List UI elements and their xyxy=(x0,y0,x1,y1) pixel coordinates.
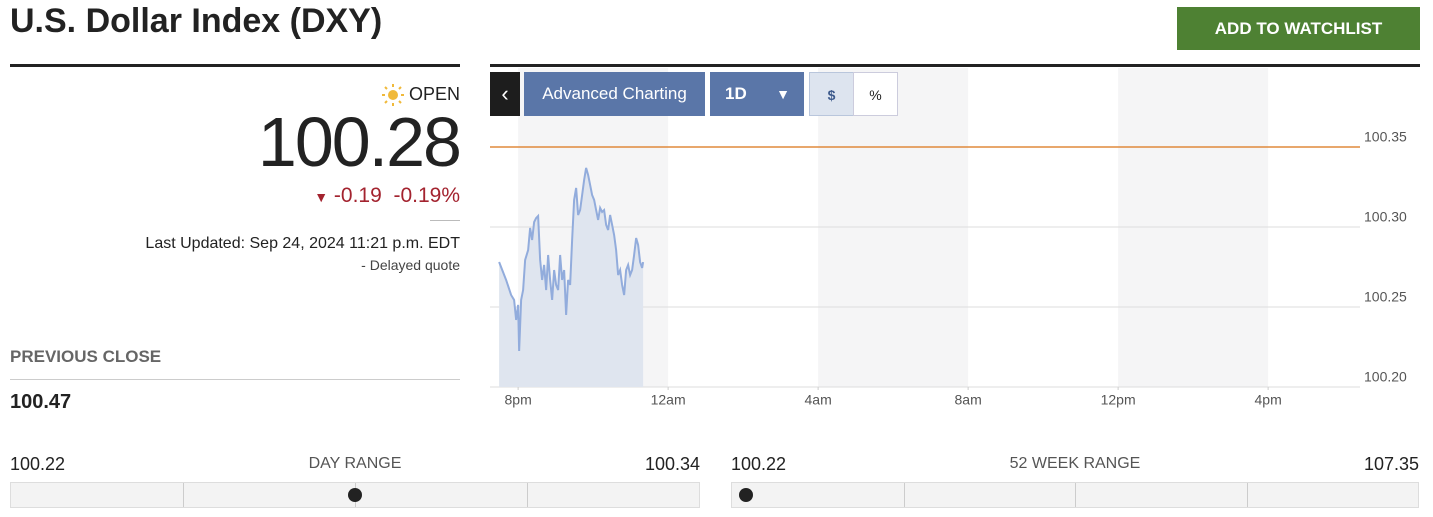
range-divider xyxy=(183,483,184,507)
range-marker xyxy=(348,488,362,502)
x-tick-label: 12pm xyxy=(1101,392,1136,408)
range-high: 107.35 xyxy=(1363,454,1419,474)
y-tick-label: 100.30 xyxy=(1364,209,1407,225)
range-bar xyxy=(731,482,1419,508)
watchlist-button[interactable]: ADD TO WATCHLIST xyxy=(1177,7,1420,50)
range-divider xyxy=(527,483,528,507)
market-status: OPEN xyxy=(408,84,460,104)
sun-icon xyxy=(382,84,404,106)
interval-dropdown[interactable]: 1D ▼ xyxy=(710,72,804,116)
change-percent: -0.19% xyxy=(393,184,460,207)
range-bar xyxy=(10,482,700,508)
line xyxy=(498,167,645,352)
price: 100.28 xyxy=(257,103,462,181)
range-marker xyxy=(739,488,753,502)
collapse-button[interactable]: ‹ xyxy=(490,72,520,116)
y-tick-label: 100.20 xyxy=(1364,369,1407,385)
range-low: 100.22 xyxy=(731,454,787,474)
divider xyxy=(10,379,460,380)
x-tick-label: 8pm xyxy=(505,392,532,408)
percent-toggle[interactable]: % xyxy=(853,72,898,116)
page-title: U.S. Dollar Index (DXY) xyxy=(10,2,383,40)
range-divider xyxy=(903,483,905,507)
divider xyxy=(490,64,1420,67)
range-high: 100.34 xyxy=(644,454,700,474)
divider xyxy=(430,220,460,221)
range-divider xyxy=(1246,483,1248,507)
change-value: -0.19 xyxy=(333,184,382,207)
x-tick-label: 8am xyxy=(955,392,982,408)
x-tick-label: 12am xyxy=(651,392,686,408)
previous-close-label: PREVIOUS CLOSE xyxy=(10,347,162,366)
advanced-charting-button[interactable]: Advanced Charting xyxy=(524,72,705,116)
range-label: DAY RANGE xyxy=(308,455,402,472)
x-tick-label: 4am xyxy=(805,392,832,408)
range-label: 52 WEEK RANGE xyxy=(1009,455,1141,472)
previous-close-value: 100.47 xyxy=(10,391,72,413)
x-tick-label: 4pm xyxy=(1255,392,1282,408)
change: ▼ -0.19 -0.19% xyxy=(314,184,460,207)
range-divider xyxy=(1075,483,1076,507)
delay-note: - Delayed quote xyxy=(361,257,460,273)
last-updated: Last Updated: Sep 24, 2024 11:21 p.m. ED… xyxy=(145,235,460,252)
y-tick-label: 100.35 xyxy=(1364,129,1407,145)
divider xyxy=(10,64,460,67)
range-low: 100.22 xyxy=(10,454,66,474)
y-tick-label: 100.25 xyxy=(1364,289,1407,305)
interval-label: 1D xyxy=(725,84,747,103)
dollar-toggle[interactable]: $ xyxy=(809,72,854,116)
